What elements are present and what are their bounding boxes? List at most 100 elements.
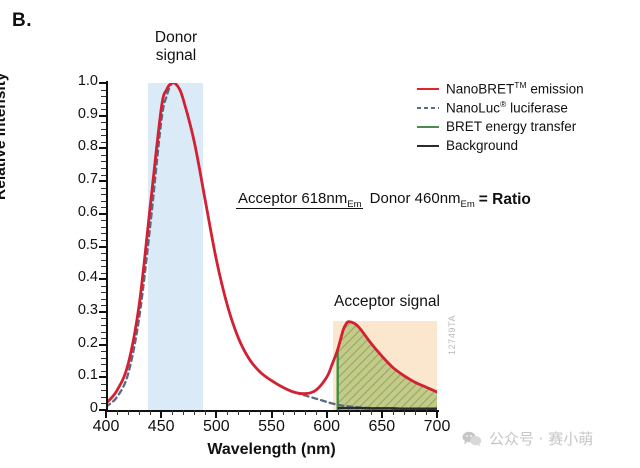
legend-item: NanoBRETTM emission xyxy=(417,79,632,98)
x-tick-minor xyxy=(183,410,185,415)
y-tick-minor xyxy=(101,298,106,300)
y-tick-minor xyxy=(101,220,106,222)
bret-transfer-fill xyxy=(337,321,437,410)
legend-item: Background xyxy=(417,136,632,155)
y-tick-minor xyxy=(101,233,106,235)
x-tick-minor xyxy=(139,410,141,415)
y-tick xyxy=(99,114,106,117)
x-tick-minor xyxy=(172,410,174,415)
y-tick-label: 0 xyxy=(89,400,98,416)
ratio-denominator-sub: Em xyxy=(460,199,475,210)
ratio-fraction: Acceptor 618nmEm Donor 460nmEm xyxy=(236,190,477,210)
y-tick-minor xyxy=(101,351,106,353)
y-tick-minor xyxy=(101,331,106,333)
y-tick xyxy=(99,310,106,313)
y-tick-minor xyxy=(101,109,106,111)
x-tick-minor xyxy=(337,410,339,415)
y-tick-label: 0.8 xyxy=(77,138,98,155)
y-tick-minor xyxy=(101,390,106,392)
spectra-plot xyxy=(106,83,437,410)
donor-signal-label: Donor signal xyxy=(131,29,221,66)
nanobret-emission-curve xyxy=(106,83,437,405)
y-tick-label: 0.3 xyxy=(77,301,98,318)
x-tick-minor xyxy=(260,410,262,415)
donor-signal-label-line1: Donor xyxy=(154,29,198,46)
y-tick-minor xyxy=(101,383,106,385)
y-tick-minor xyxy=(101,272,106,274)
y-tick-minor xyxy=(101,102,106,104)
y-tick-label: 0.4 xyxy=(77,269,98,286)
ratio-numerator: Acceptor 618nmEm xyxy=(236,190,364,210)
x-axis-title: Wavelength (nm) xyxy=(207,441,336,458)
ratio-denominator: Donor 460nmEm xyxy=(368,188,477,210)
y-tick-label: 0.9 xyxy=(77,105,98,122)
x-tick xyxy=(215,410,218,418)
watermark-text: 公众号 · 赛小萌 xyxy=(489,430,594,448)
y-tick-minor xyxy=(101,161,106,163)
x-tick xyxy=(160,410,163,418)
y-tick-label: 1.0 xyxy=(77,73,98,89)
y-tick-minor xyxy=(101,338,106,340)
y-tick-minor xyxy=(101,324,106,326)
x-tick-minor xyxy=(392,410,394,415)
x-tick xyxy=(105,410,107,418)
x-tick xyxy=(270,410,273,418)
x-tick-minor xyxy=(414,410,416,415)
x-tick-minor xyxy=(205,410,207,415)
y-tick-minor xyxy=(101,370,106,372)
donor-signal-label-line2: signal xyxy=(155,47,197,65)
x-tick xyxy=(325,410,328,418)
x-tick-label: 450 xyxy=(147,418,175,435)
ratio-numerator-main: Acceptor 618nm xyxy=(238,190,348,207)
y-tick xyxy=(99,212,106,215)
y-tick-minor xyxy=(101,239,106,241)
acceptor-signal-label: Acceptor signal xyxy=(334,293,440,310)
x-tick-minor xyxy=(370,410,372,415)
wechat-icon xyxy=(462,431,482,447)
y-tick-minor xyxy=(101,200,106,202)
background-curve xyxy=(337,406,437,410)
ratio-numerator-sub: Em xyxy=(347,199,362,210)
x-tick-minor xyxy=(403,410,405,415)
x-tick-minor xyxy=(128,410,130,415)
x-tick-minor xyxy=(194,410,196,415)
x-tick-label: 600 xyxy=(313,418,340,435)
x-tick-minor xyxy=(359,410,361,415)
x-tick-minor xyxy=(150,410,152,415)
y-tick-minor xyxy=(101,174,106,176)
x-tick xyxy=(380,410,383,418)
y-tick xyxy=(99,278,106,281)
y-tick-minor xyxy=(101,396,106,398)
y-tick-label: 0.6 xyxy=(77,203,98,220)
x-tick-minor xyxy=(304,410,306,415)
y-tick-minor xyxy=(101,187,106,189)
y-tick-label: 0.1 xyxy=(77,367,98,384)
legend-swatch-icon xyxy=(417,102,439,114)
y-tick-minor xyxy=(101,154,106,156)
legend-label: Background xyxy=(446,138,519,153)
panel-label: B. xyxy=(12,10,32,31)
y-tick-minor xyxy=(101,168,106,170)
legend-label: NanoLuc® luciferase xyxy=(446,99,568,116)
y-tick-minor xyxy=(101,253,106,255)
legend-swatch-icon xyxy=(417,121,439,133)
y-tick xyxy=(99,147,106,150)
y-tick xyxy=(99,376,106,379)
y-tick xyxy=(99,343,106,346)
y-axis-line xyxy=(106,81,108,412)
legend-label: NanoBRETTM emission xyxy=(446,80,584,97)
y-tick xyxy=(99,180,106,183)
watermark: 公众号 · 赛小萌 xyxy=(462,428,593,449)
figure-code: 12749TA xyxy=(447,314,457,355)
y-tick-minor xyxy=(101,403,106,405)
y-tick-minor xyxy=(101,364,106,366)
x-tick-minor xyxy=(249,410,251,415)
x-tick xyxy=(436,410,438,418)
x-tick-minor xyxy=(227,410,229,415)
y-tick-minor xyxy=(101,89,106,91)
x-tick-label: 550 xyxy=(258,418,285,435)
ratio-result: = Ratio xyxy=(478,191,531,208)
y-tick-minor xyxy=(101,194,106,196)
y-tick xyxy=(99,82,106,84)
legend-item: BRET energy transfer xyxy=(417,117,632,136)
